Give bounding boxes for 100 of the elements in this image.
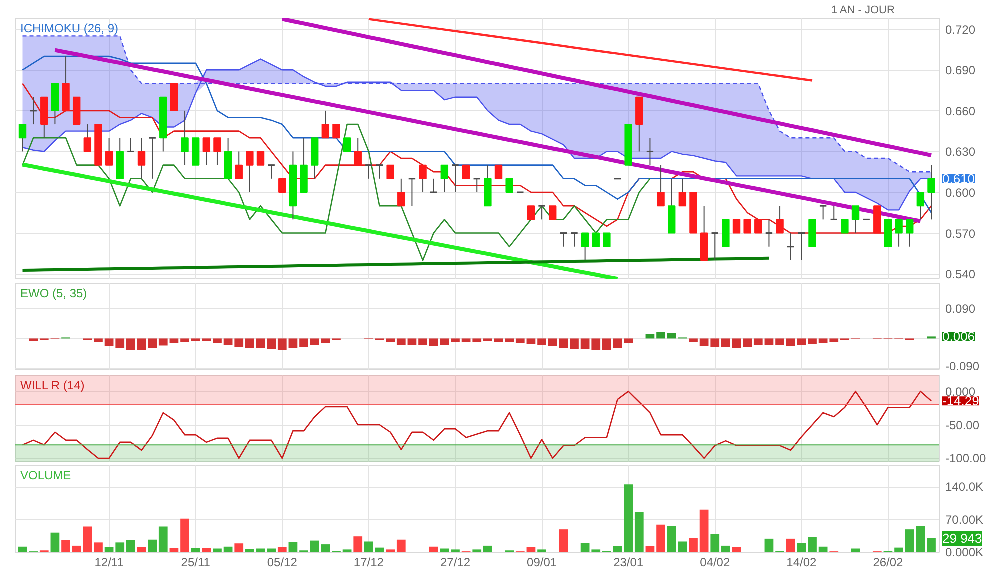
candlestick [246,151,254,193]
bar [224,546,233,552]
bar [700,510,709,552]
y-tick-label: 0.660 [946,104,976,118]
candlestick [440,164,449,193]
bar [613,546,622,552]
bar [516,338,525,344]
bar [754,338,763,346]
bar [592,338,601,350]
x-tick-label: 27/12 [440,556,471,570]
candlestick [678,178,687,207]
candlestick [916,192,925,220]
bar [786,538,796,552]
text: 0.610 [942,171,976,186]
y-tick-label: 0.630 [946,145,976,160]
candlestick [256,151,265,166]
x-tick-label: 14/02 [786,556,818,570]
bar [797,543,806,552]
candlestick [138,138,146,180]
bar [624,338,634,344]
bar [213,338,222,344]
bar [62,540,70,552]
bar [646,546,655,552]
candlestick [126,138,136,152]
bar [613,338,622,348]
y-tick-label: 0.570 [946,226,976,241]
candlestick [386,164,394,180]
bar [246,338,254,348]
bar [116,338,125,348]
bar [526,338,536,344]
bar [732,547,742,552]
text: 29 943 [942,530,982,546]
bar [256,338,266,348]
x-tick-label: 09/01 [527,556,558,570]
candlestick [332,124,340,139]
candlestick [786,232,795,261]
bar [234,544,244,552]
bar [104,547,114,552]
bar [278,547,287,552]
y-tick-label: 0.000K [946,546,984,560]
bar [624,484,634,552]
bar [18,546,28,552]
y-tick-label: 0.600 [946,186,976,200]
candlestick [214,138,222,166]
candlestick [754,219,762,234]
candlestick [419,164,427,193]
bar [710,534,720,552]
candlestick [105,138,114,166]
bar [158,526,168,552]
y-tick-label: -50.00 [946,418,980,433]
candlestick [84,124,92,152]
candlestick [548,206,557,220]
bar [386,550,396,552]
chart-title: VOLUME [20,468,72,482]
bar [722,546,730,552]
candlestick [354,138,362,166]
candlestick [148,137,157,180]
bar [267,548,276,552]
bar [288,338,298,348]
bar [538,338,546,346]
candlestick [343,138,352,152]
bar [342,550,352,552]
bar [818,338,828,344]
line-series [21,256,771,272]
bar [722,338,730,348]
bar [689,538,698,552]
y-tick-label: 140.0K [946,480,984,494]
candlestick [603,232,611,248]
candlestick [852,206,860,234]
bar [148,540,158,552]
candlestick [765,219,774,248]
candlestick [181,110,189,166]
bar [126,338,136,350]
bar [180,518,190,552]
candlestick [473,178,482,193]
line-series [280,18,934,158]
bar [429,546,438,552]
candlestick [376,164,384,180]
candlestick [398,178,406,207]
candlestick [906,219,914,248]
chart-subtitle: 1 AN - JOUR [831,4,895,16]
candlestick [798,232,806,261]
x-tick-label: 26/02 [873,556,904,570]
candlestick [819,205,828,220]
x-tick-label: 25/11 [181,556,211,570]
bar [191,548,200,552]
candlestick [538,205,546,220]
bar [213,548,222,552]
bar [808,338,817,344]
line-series [20,162,620,279]
bar [689,338,698,342]
bar [710,338,720,348]
candlestick [527,206,536,220]
candlestick [18,124,27,152]
candlestick [408,178,416,207]
bar [94,338,103,342]
bar [29,338,38,342]
bar [354,536,363,552]
bar [634,512,644,552]
bar [137,338,146,350]
